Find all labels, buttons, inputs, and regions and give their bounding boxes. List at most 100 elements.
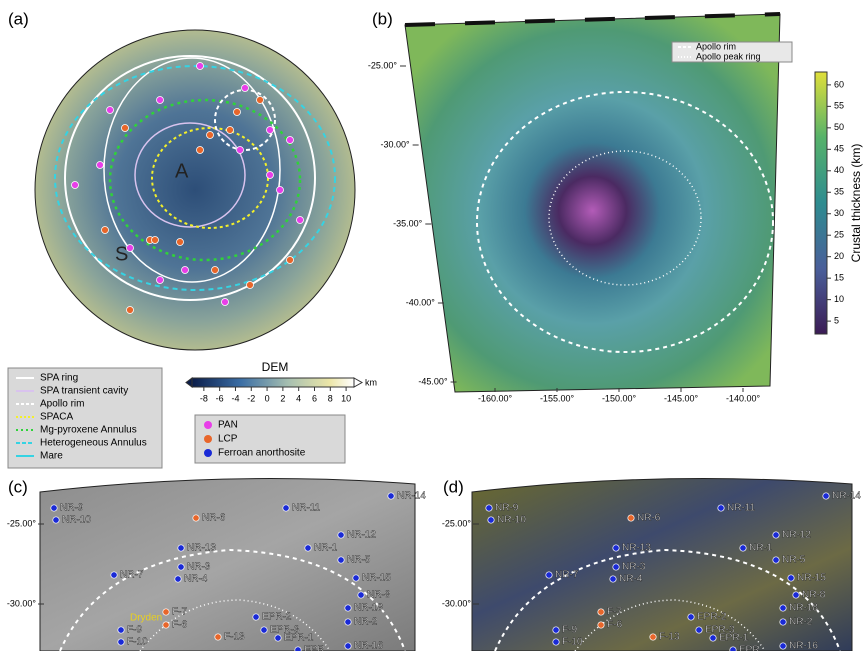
sample-label: NR-15: [362, 573, 391, 584]
spa-ring: [103, 57, 281, 283]
sample-label: NR-9: [495, 503, 519, 514]
sample-label: NR-11: [292, 503, 321, 514]
sample-dot: [174, 575, 182, 583]
colorbar-tick-label: 15: [834, 273, 844, 283]
colorbar-tick-label: 10: [341, 393, 351, 403]
colorbar-tick-label: 2: [280, 393, 285, 403]
sample-dot: [552, 638, 560, 646]
sample-label: NR-14: [397, 491, 426, 502]
sample-dot: [294, 646, 302, 654]
sample-label: EPR: [304, 645, 325, 651]
panel-c: (c) Dryden: [8, 477, 416, 652]
sample-dot: [612, 563, 620, 571]
lon-tick-label: -145.00°: [664, 393, 699, 403]
sample-label: NR-13: [187, 543, 216, 554]
colorbar-tick-label: 60: [834, 79, 844, 89]
legend-label: Apollo peak ring: [696, 51, 761, 61]
sample-dot: [246, 281, 254, 289]
legend-label: Mg-pyroxene Annulus: [40, 425, 137, 436]
colorbar-tick-label: 10: [834, 294, 844, 304]
sample-dot: [729, 646, 737, 654]
sample-dot: [779, 618, 787, 626]
sample-dot: [597, 621, 605, 629]
sample-dot: [121, 124, 129, 132]
sample-label: NR-18: [789, 603, 818, 614]
spa-ring: [64, 55, 316, 301]
sample-dot: [552, 626, 560, 634]
sample-label: NR-8: [802, 590, 826, 601]
legend-label: Heterogeneous Annulus: [40, 438, 147, 449]
sample-dot: [192, 514, 200, 522]
sample-dot: [206, 131, 214, 139]
sample-label: F-10: [127, 637, 148, 648]
sample-dot: [387, 492, 395, 500]
sample-label: EPR-1: [719, 633, 749, 644]
colorbar-tick-label: 20: [834, 251, 844, 261]
sample-dot: [352, 574, 360, 582]
sample-dot: [822, 492, 830, 500]
sample-label: EPR-3: [270, 625, 300, 636]
sample-label: NR-11: [727, 503, 756, 514]
sample-dot: [162, 608, 170, 616]
sample-dot: [177, 544, 185, 552]
colorbar-tick-label: 30: [834, 208, 844, 218]
sample-dot: [177, 563, 185, 571]
sample-dot: [274, 634, 282, 642]
legend-swatch: [204, 449, 212, 457]
panel-label: (d): [443, 477, 464, 496]
sample-dot: [126, 306, 134, 314]
legend-label: PAN: [218, 420, 238, 431]
sample-dot: [126, 244, 134, 252]
sample-dot: [609, 575, 617, 583]
colorbar-tick-label: 50: [834, 122, 844, 132]
sample-dot: [695, 626, 703, 634]
lat-tick-label: -40.00°: [406, 297, 436, 307]
sample-label: NR-7: [120, 570, 144, 581]
legend-label: SPA ring: [40, 373, 78, 384]
crater-label: Dryden: [130, 613, 162, 624]
lat-tick-label: -30.00°: [7, 598, 37, 608]
sample-dot: [286, 136, 294, 144]
sample-dot: [181, 266, 189, 274]
lon-tick-label: -150.00°: [602, 393, 637, 403]
sample-dot: [779, 642, 787, 650]
lat-tick-label: -30.00°: [442, 598, 472, 608]
panel-label: (a): [8, 9, 29, 28]
sample-dot: [196, 146, 204, 154]
sample-dot: [236, 146, 244, 154]
sample-label: NR-6: [637, 513, 661, 524]
site-label: A: [175, 160, 189, 182]
sample-dot: [276, 186, 284, 194]
sample-label: NR-9: [60, 503, 84, 514]
sample-label: NR-12: [347, 530, 376, 541]
sample-label: NR-7: [555, 570, 579, 581]
legend-label: SPA transient cavity: [40, 386, 128, 397]
lat-tick-label: -45.00°: [418, 376, 448, 386]
legend-label: Apollo rim: [696, 41, 736, 51]
sample-dot: [627, 514, 635, 522]
colorbar-tick-label: 45: [834, 144, 844, 154]
sample-label: NR-3: [187, 562, 211, 573]
sample-dot: [226, 126, 234, 134]
legend-label: Apollo rim: [40, 399, 84, 410]
sample-dot: [649, 633, 657, 641]
sample-label: EPR-1: [284, 633, 314, 644]
crust-map: [404, 13, 781, 393]
panel-b: Apollo rim Apollo peak ring (b) Crustal …: [368, 9, 863, 403]
sample-label: NR-3: [622, 562, 646, 573]
colorbar-tick-label: 55: [834, 101, 844, 111]
sample-dot: [344, 604, 352, 612]
sample-label: NR-1: [314, 543, 338, 554]
panel-label: (c): [8, 477, 28, 496]
sample-label: EPR: [739, 645, 760, 651]
sample-label: F-13: [659, 632, 680, 643]
sample-label: NR-2: [354, 617, 378, 628]
sample-label: NR-10: [497, 515, 526, 526]
colorbar-tick-label: 40: [834, 165, 844, 175]
moon-map: [34, 29, 356, 351]
sample-dot: [110, 571, 118, 579]
sample-label: NR-13: [622, 543, 651, 554]
legend-label: Mare: [40, 451, 63, 462]
sample-dot: [233, 108, 241, 116]
